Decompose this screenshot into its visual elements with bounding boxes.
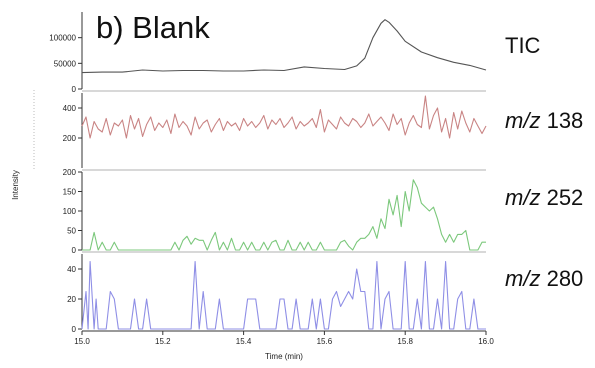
y-tick-label-tic: 50000 xyxy=(54,59,77,68)
x-tick-label: 15.6 xyxy=(317,337,333,346)
mz-value: 138 xyxy=(546,108,584,133)
x-tick-label: 15.8 xyxy=(397,337,413,346)
axes-layer: 0 50000 100000 200 400 0 50 100 150 200 0 20 40 15.0 1… xyxy=(11,12,494,361)
traces-layer xyxy=(81,19,487,330)
trace-label-mz138: m/z 138 xyxy=(505,108,583,134)
y-tick-label-tic: 0 xyxy=(72,85,77,94)
trace-line-mz138 xyxy=(81,95,487,139)
trace-line-mz252 xyxy=(82,179,486,251)
y-tick-label-mz138: 200 xyxy=(63,134,77,143)
x-tick-label: 15.4 xyxy=(236,337,252,346)
trace-label-mz252: m/z 252 xyxy=(505,185,583,211)
x-tick-label: 15.0 xyxy=(74,337,90,346)
y-tick-label-mz252: 200 xyxy=(63,168,77,177)
y-tick-label-mz252: 0 xyxy=(72,246,77,255)
panel-title: b) Blank xyxy=(96,10,210,45)
y-tick-label-mz280: 0 xyxy=(72,325,77,334)
trace-line-tic xyxy=(81,19,487,74)
trace-label-mz280: m/z 280 xyxy=(505,266,583,292)
x-tick-label: 16.0 xyxy=(478,337,494,346)
mz-symbol: m/z xyxy=(505,108,541,133)
x-axis-label: Time (min) xyxy=(265,352,303,361)
mz-value: 252 xyxy=(546,185,584,210)
mz-value: 280 xyxy=(546,266,584,291)
y-tick-label-mz138: 400 xyxy=(63,104,77,113)
y-tick-label-tic: 100000 xyxy=(49,34,76,43)
y-tick-label-mz280: 40 xyxy=(67,265,76,274)
trace-label-tic: TIC xyxy=(505,33,541,58)
y-axis-label: Intensity xyxy=(11,170,20,200)
y-tick-label-mz252: 150 xyxy=(63,188,77,197)
x-tick-label: 15.2 xyxy=(155,337,171,346)
mz-symbol: m/z xyxy=(505,266,541,291)
y-tick-label-mz252: 100 xyxy=(63,207,77,216)
trace-line-mz280 xyxy=(81,260,486,330)
mz-symbol: m/z xyxy=(505,185,541,210)
y-tick-label-mz252: 50 xyxy=(67,227,76,236)
y-tick-label-mz280: 20 xyxy=(67,295,76,304)
